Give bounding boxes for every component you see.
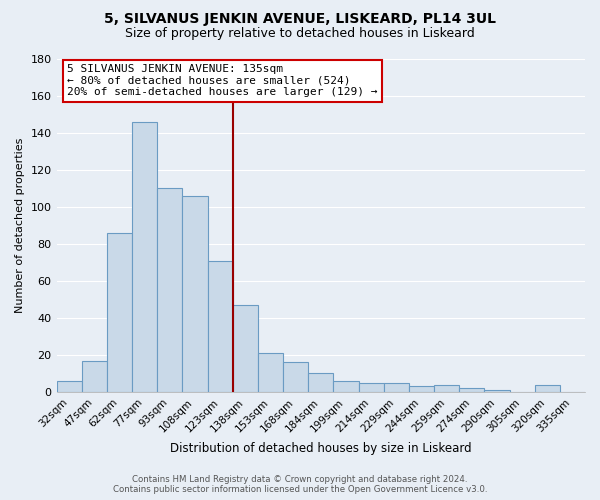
Bar [409, 386, 434, 392]
Bar [484, 390, 509, 392]
Bar [132, 122, 157, 392]
Bar [359, 382, 383, 392]
Bar [459, 388, 484, 392]
Text: 5 SILVANUS JENKIN AVENUE: 135sqm
← 80% of detached houses are smaller (524)
20% : 5 SILVANUS JENKIN AVENUE: 135sqm ← 80% o… [67, 64, 377, 97]
Bar [258, 353, 283, 392]
X-axis label: Distribution of detached houses by size in Liskeard: Distribution of detached houses by size … [170, 442, 472, 455]
Bar [383, 382, 409, 392]
Bar [107, 233, 132, 392]
Bar [182, 196, 208, 392]
Bar [56, 381, 82, 392]
Bar [535, 384, 560, 392]
Text: 5, SILVANUS JENKIN AVENUE, LISKEARD, PL14 3UL: 5, SILVANUS JENKIN AVENUE, LISKEARD, PL1… [104, 12, 496, 26]
Bar [82, 360, 107, 392]
Bar [283, 362, 308, 392]
Bar [208, 260, 233, 392]
Text: Contains HM Land Registry data © Crown copyright and database right 2024.
Contai: Contains HM Land Registry data © Crown c… [113, 474, 487, 494]
Bar [434, 384, 459, 392]
Bar [233, 305, 258, 392]
Text: Size of property relative to detached houses in Liskeard: Size of property relative to detached ho… [125, 28, 475, 40]
Bar [308, 374, 334, 392]
Bar [157, 188, 182, 392]
Y-axis label: Number of detached properties: Number of detached properties [15, 138, 25, 313]
Bar [334, 381, 359, 392]
